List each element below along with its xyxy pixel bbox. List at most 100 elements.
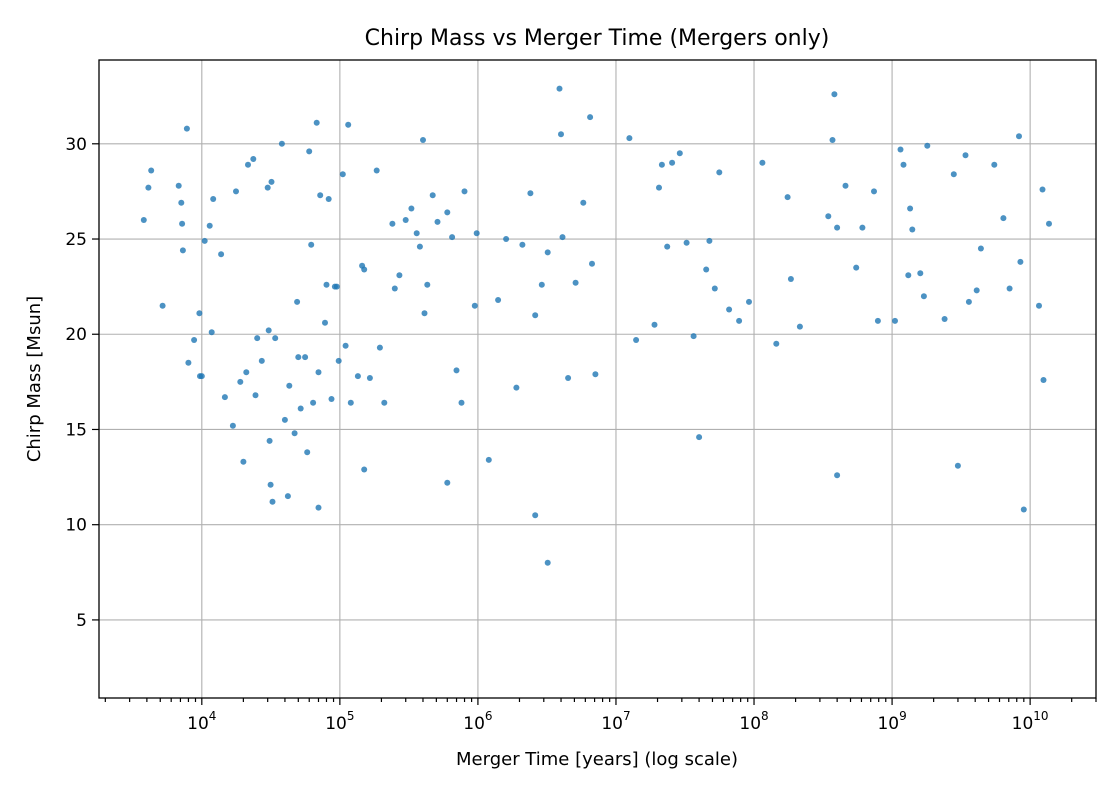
- data-point: [977, 245, 984, 252]
- data-point: [313, 119, 320, 126]
- data-point: [461, 188, 468, 195]
- data-point: [941, 316, 948, 322]
- data-point: [962, 152, 969, 159]
- data-point: [269, 498, 276, 505]
- data-point: [458, 399, 465, 406]
- data-point: [556, 85, 563, 92]
- data-point: [626, 135, 633, 142]
- data-point: [376, 344, 383, 351]
- data-point: [389, 220, 396, 227]
- data-point: [243, 369, 250, 376]
- data-point: [175, 182, 182, 189]
- data-point: [218, 251, 225, 258]
- data-point: [233, 188, 239, 195]
- data-point: [706, 237, 713, 244]
- data-point: [587, 114, 594, 121]
- data-point: [237, 378, 244, 385]
- data-point: [408, 205, 415, 212]
- data-point: [286, 382, 293, 389]
- y-axis-label: Chirp Mass [Msun]: [24, 296, 45, 462]
- data-point: [503, 236, 510, 242]
- y-tick-label: 25: [65, 230, 87, 250]
- data-point: [291, 430, 298, 437]
- data-point: [229, 422, 236, 429]
- data-point: [703, 266, 710, 273]
- data-point: [183, 125, 190, 132]
- x-tick-label: 109: [877, 709, 906, 734]
- data-point: [434, 218, 441, 225]
- data-point: [179, 220, 186, 227]
- data-point: [315, 369, 322, 376]
- y-tick-label: 20: [65, 325, 87, 345]
- data-point: [453, 367, 460, 374]
- x-axis: 104 105 106 107 108 109 1010: [104, 698, 1097, 734]
- data-point: [297, 405, 304, 412]
- data-point: [965, 298, 972, 305]
- data-point: [208, 329, 215, 336]
- data-point: [572, 279, 579, 286]
- data-point: [272, 335, 279, 342]
- data-point: [278, 140, 285, 147]
- data-point: [250, 156, 257, 162]
- data-point: [342, 342, 349, 349]
- data-point: [527, 190, 534, 197]
- x-tick-label: 108: [739, 709, 768, 734]
- data-point: [264, 184, 271, 191]
- y-tick-label: 30: [65, 135, 87, 155]
- data-point: [178, 199, 185, 206]
- data-point: [294, 298, 301, 305]
- data-point: [633, 337, 640, 343]
- data-point: [265, 327, 272, 334]
- data-point: [1006, 285, 1013, 292]
- data-point: [267, 481, 274, 488]
- data-point: [920, 293, 927, 300]
- data-point: [485, 456, 492, 463]
- data-point: [859, 224, 866, 231]
- data-point: [140, 217, 147, 223]
- data-point: [565, 375, 572, 381]
- y-tick-label: 15: [65, 420, 87, 440]
- data-point: [323, 281, 330, 288]
- data-point: [900, 161, 907, 168]
- data-point: [991, 161, 998, 168]
- data-point: [421, 310, 428, 317]
- data-point: [347, 399, 354, 406]
- data-point: [669, 159, 676, 166]
- data-point: [148, 167, 155, 174]
- data-point: [690, 333, 697, 340]
- data-point: [201, 237, 208, 244]
- data-point: [874, 317, 881, 324]
- data-point: [1016, 133, 1022, 140]
- data-point: [254, 335, 261, 342]
- data-point: [495, 297, 502, 303]
- data-point: [206, 222, 213, 229]
- data-point: [676, 150, 683, 157]
- data-point: [664, 243, 671, 250]
- data-point: [544, 559, 551, 566]
- data-point: [853, 264, 860, 271]
- data-point: [825, 213, 832, 220]
- data-point: [416, 243, 423, 250]
- data-point: [191, 337, 198, 343]
- data-points: [140, 85, 1052, 566]
- data-point: [871, 188, 877, 195]
- data-point: [391, 285, 398, 292]
- data-point: [559, 234, 566, 241]
- y-tick-label: 5: [76, 611, 87, 631]
- data-point: [834, 224, 841, 231]
- data-point: [1046, 220, 1052, 227]
- data-point: [716, 169, 723, 176]
- data-point: [759, 159, 766, 166]
- data-point: [1020, 506, 1027, 513]
- plot-frame: [98, 59, 1097, 699]
- data-point: [834, 472, 841, 479]
- y-axis: 5 10 15 20 25 30: [65, 135, 99, 631]
- data-point: [1000, 215, 1007, 222]
- data-point: [281, 416, 288, 423]
- data-point: [696, 434, 703, 441]
- data-point: [656, 184, 662, 191]
- data-point: [366, 375, 373, 381]
- data-point: [284, 493, 291, 500]
- data-point: [317, 192, 324, 199]
